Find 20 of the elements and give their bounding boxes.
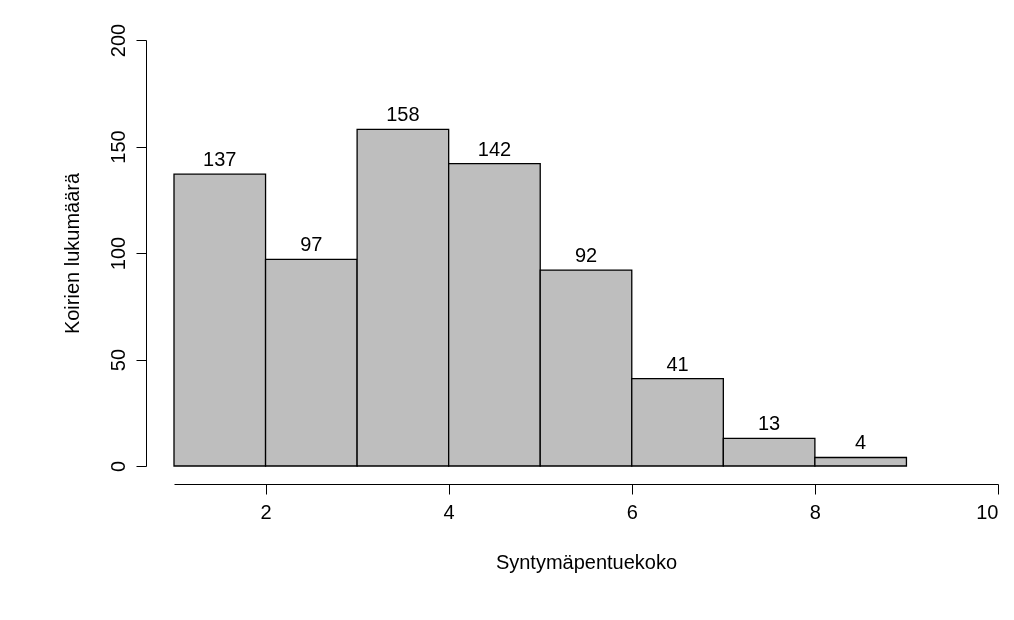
y-tick-label: 150 <box>106 130 129 164</box>
x-tick-label: 2 <box>260 500 272 523</box>
data-label: 158 <box>386 103 420 126</box>
data-label: 142 <box>477 137 512 160</box>
data-label: 13 <box>757 412 781 435</box>
y-tick-label: 0 <box>106 460 129 473</box>
data-label: 97 <box>300 233 323 256</box>
data-label: 41 <box>666 352 689 375</box>
x-tick-label: 4 <box>443 500 455 523</box>
y-tick-label: 200 <box>106 23 129 58</box>
x-tick-label: 8 <box>809 500 821 523</box>
data-label: 92 <box>574 244 598 267</box>
y-tick-label: 50 <box>106 348 129 372</box>
y-tick-label: 100 <box>106 236 129 271</box>
data-label: 137 <box>203 148 237 171</box>
x-tick-label: 6 <box>626 500 638 523</box>
x-tick-label: 10 <box>976 500 999 523</box>
x-axis-title: Syntymäpentuekoko <box>495 550 678 573</box>
data-label: 4 <box>855 431 867 454</box>
y-axis-title: Koirien lukumäärä <box>60 172 83 335</box>
